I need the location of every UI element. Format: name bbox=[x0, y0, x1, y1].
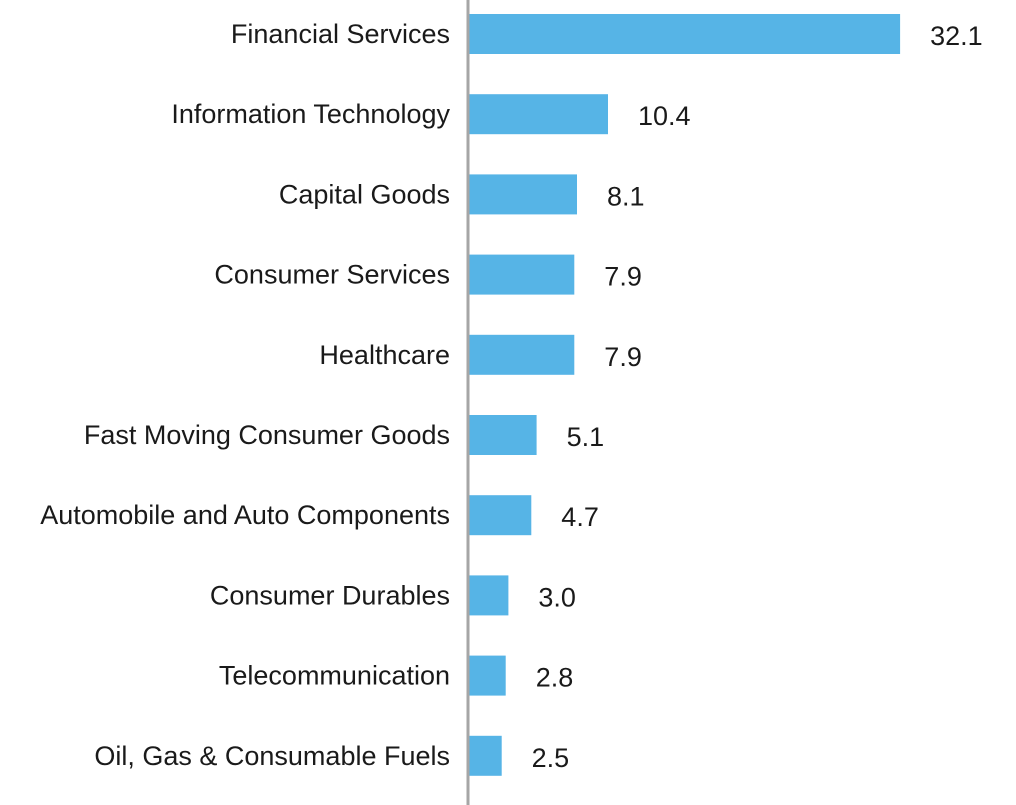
value-label: 10.4 bbox=[638, 101, 691, 131]
bars-group bbox=[468, 14, 901, 776]
value-label: 8.1 bbox=[607, 181, 645, 211]
category-label: Consumer Services bbox=[214, 260, 450, 290]
bar bbox=[468, 655, 506, 696]
category-label: Automobile and Auto Components bbox=[40, 500, 450, 530]
value-label: 2.5 bbox=[532, 743, 570, 773]
bar bbox=[468, 14, 901, 54]
category-label: Consumer Durables bbox=[210, 580, 450, 610]
category-label: Healthcare bbox=[319, 340, 450, 370]
bar bbox=[468, 735, 502, 776]
value-label: 3.0 bbox=[538, 582, 576, 612]
value-label: 5.1 bbox=[567, 422, 605, 452]
value-label: 7.9 bbox=[604, 342, 642, 372]
value-label: 4.7 bbox=[561, 502, 599, 532]
bar bbox=[468, 334, 575, 375]
bar bbox=[468, 415, 537, 455]
category-label: Capital Goods bbox=[279, 179, 450, 209]
bar bbox=[468, 575, 509, 616]
category-label: Financial Services bbox=[231, 19, 450, 49]
bar bbox=[468, 254, 575, 295]
value-label: 32.1 bbox=[930, 21, 983, 51]
bar bbox=[468, 174, 577, 215]
bar bbox=[468, 94, 608, 135]
category-label: Oil, Gas & Consumable Fuels bbox=[94, 741, 450, 771]
value-labels: 32.1 10.4 8.1 7.9 7.9 5.1 4.7 3.0 2.8 2.5 bbox=[532, 21, 983, 773]
category-label: Information Technology bbox=[171, 99, 450, 129]
category-label: Telecommunication bbox=[219, 661, 450, 691]
category-labels: Financial Services Information Technology… bbox=[40, 19, 450, 771]
bar bbox=[468, 495, 532, 536]
value-label: 2.8 bbox=[536, 663, 574, 693]
value-label: 7.9 bbox=[604, 262, 642, 292]
category-label: Fast Moving Consumer Goods bbox=[84, 420, 450, 450]
